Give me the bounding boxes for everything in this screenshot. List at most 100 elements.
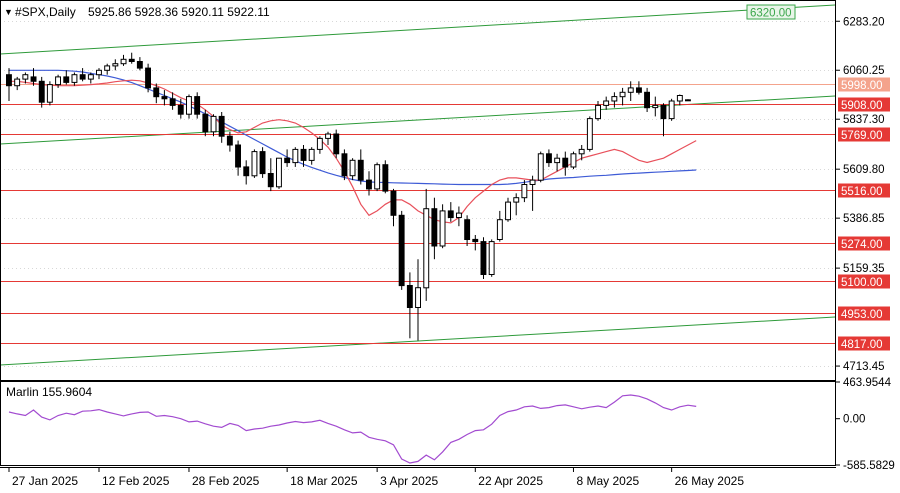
candle-63 — [521, 180, 528, 203]
candle-28 — [235, 140, 242, 176]
candle-body — [22, 74, 29, 80]
candle-40 — [333, 129, 340, 159]
candle-32 — [267, 158, 274, 192]
candle-body — [177, 104, 184, 115]
candle-body — [586, 118, 593, 150]
level-badge-7 — [838, 336, 890, 351]
marlin-oscillator-line — [8, 394, 697, 464]
candle-body — [161, 96, 168, 100]
candle-body — [554, 157, 561, 164]
candle-62 — [513, 193, 520, 216]
candle-body — [46, 84, 53, 103]
time-axis: 27 Jan 2025 12 Feb 2025 28 Feb 2025 18 Mar … — [8, 467, 745, 488]
candle-body — [480, 241, 487, 276]
level-label-1: 5908.00 — [841, 100, 883, 112]
header-triangle-icon: ▼ — [4, 7, 13, 17]
candle-1 — [14, 76, 21, 91]
candle-body — [676, 95, 683, 102]
candle-body — [333, 133, 340, 155]
time-label-6: 8 May 2025 — [576, 474, 639, 488]
indicator-series — [8, 394, 697, 464]
candle-12 — [104, 63, 111, 75]
candle-69 — [570, 151, 577, 170]
candle-body — [390, 190, 397, 216]
candle-body — [194, 96, 201, 115]
candle-body — [505, 201, 512, 221]
candle-body — [570, 153, 577, 168]
candle-body — [325, 133, 332, 139]
candle-65 — [537, 151, 544, 183]
candle-64 — [529, 175, 536, 211]
candle-82 — [676, 94, 683, 106]
candle-26 — [218, 112, 225, 143]
indicator-axis: 463.9544 0.00 -585.5829 — [836, 377, 895, 472]
candle-58 — [480, 237, 487, 279]
price-tick-label-5: 5159.35 — [843, 263, 885, 275]
candle-43 — [357, 149, 364, 185]
candle-80 — [660, 103, 667, 137]
candle-71 — [586, 116, 593, 152]
candle-10 — [87, 72, 94, 84]
time-label-0: 27 Jan 2025 — [12, 474, 78, 488]
candle-8 — [71, 72, 78, 86]
candle-body — [431, 208, 438, 247]
candle-5 — [46, 81, 53, 106]
candle-body — [112, 63, 119, 67]
candle-body — [595, 104, 601, 120]
candle-46 — [382, 160, 389, 194]
candle-body — [128, 58, 135, 62]
candle-body — [202, 113, 209, 133]
candle-41 — [341, 149, 348, 181]
level-label-6: 4953.00 — [841, 309, 883, 321]
candle-74 — [611, 92, 618, 108]
time-label-1: 12 Feb 2025 — [102, 474, 170, 488]
level-label-3: 5516.00 — [841, 186, 883, 198]
candle-73 — [603, 96, 610, 110]
candle-23 — [194, 92, 201, 119]
candle-body — [63, 76, 70, 83]
candle-56 — [464, 215, 471, 246]
candle-17 — [145, 63, 152, 93]
candle-body — [259, 151, 266, 175]
candle-body — [292, 148, 299, 164]
candle-body — [218, 115, 225, 137]
candle-57 — [472, 235, 479, 251]
candle-body — [267, 173, 274, 188]
candle-34 — [284, 149, 291, 167]
candle-body — [79, 74, 86, 80]
candle-body — [496, 219, 503, 240]
candle-body — [578, 148, 585, 155]
candle-body — [14, 78, 21, 87]
level-badge-1 — [838, 97, 890, 112]
candle-30 — [251, 149, 258, 178]
candle-72 — [595, 101, 601, 121]
level-badge-3 — [838, 183, 890, 198]
candle-68 — [562, 151, 569, 176]
indicator-title: Marlin 155.9604 — [6, 385, 92, 399]
time-label-7: 26 May 2025 — [675, 474, 745, 488]
candle-body — [456, 212, 462, 219]
candle-body — [276, 157, 282, 188]
candle-54 — [447, 202, 454, 222]
candle-body — [104, 65, 111, 71]
candle-25 — [210, 114, 217, 137]
candle-0 — [6, 68, 12, 101]
candle-7 — [63, 70, 70, 85]
level-label-0: 5998.00 — [841, 80, 883, 92]
price-tick-label-2: 5837.30 — [843, 114, 885, 126]
level-label-5: 5100.00 — [841, 277, 883, 289]
candle-53 — [439, 204, 446, 249]
candle-49 — [406, 272, 413, 339]
candle-61 — [505, 197, 512, 222]
candle-body — [210, 115, 217, 133]
upper-channel-line — [0, 4, 836, 55]
candle-38 — [316, 136, 323, 154]
candle-14 — [120, 54, 127, 66]
candle-81 — [668, 98, 675, 121]
candle-67 — [554, 153, 561, 172]
candle-77 — [636, 81, 642, 95]
candle-body — [145, 67, 152, 89]
main-pane-frame — [0, 0, 836, 381]
